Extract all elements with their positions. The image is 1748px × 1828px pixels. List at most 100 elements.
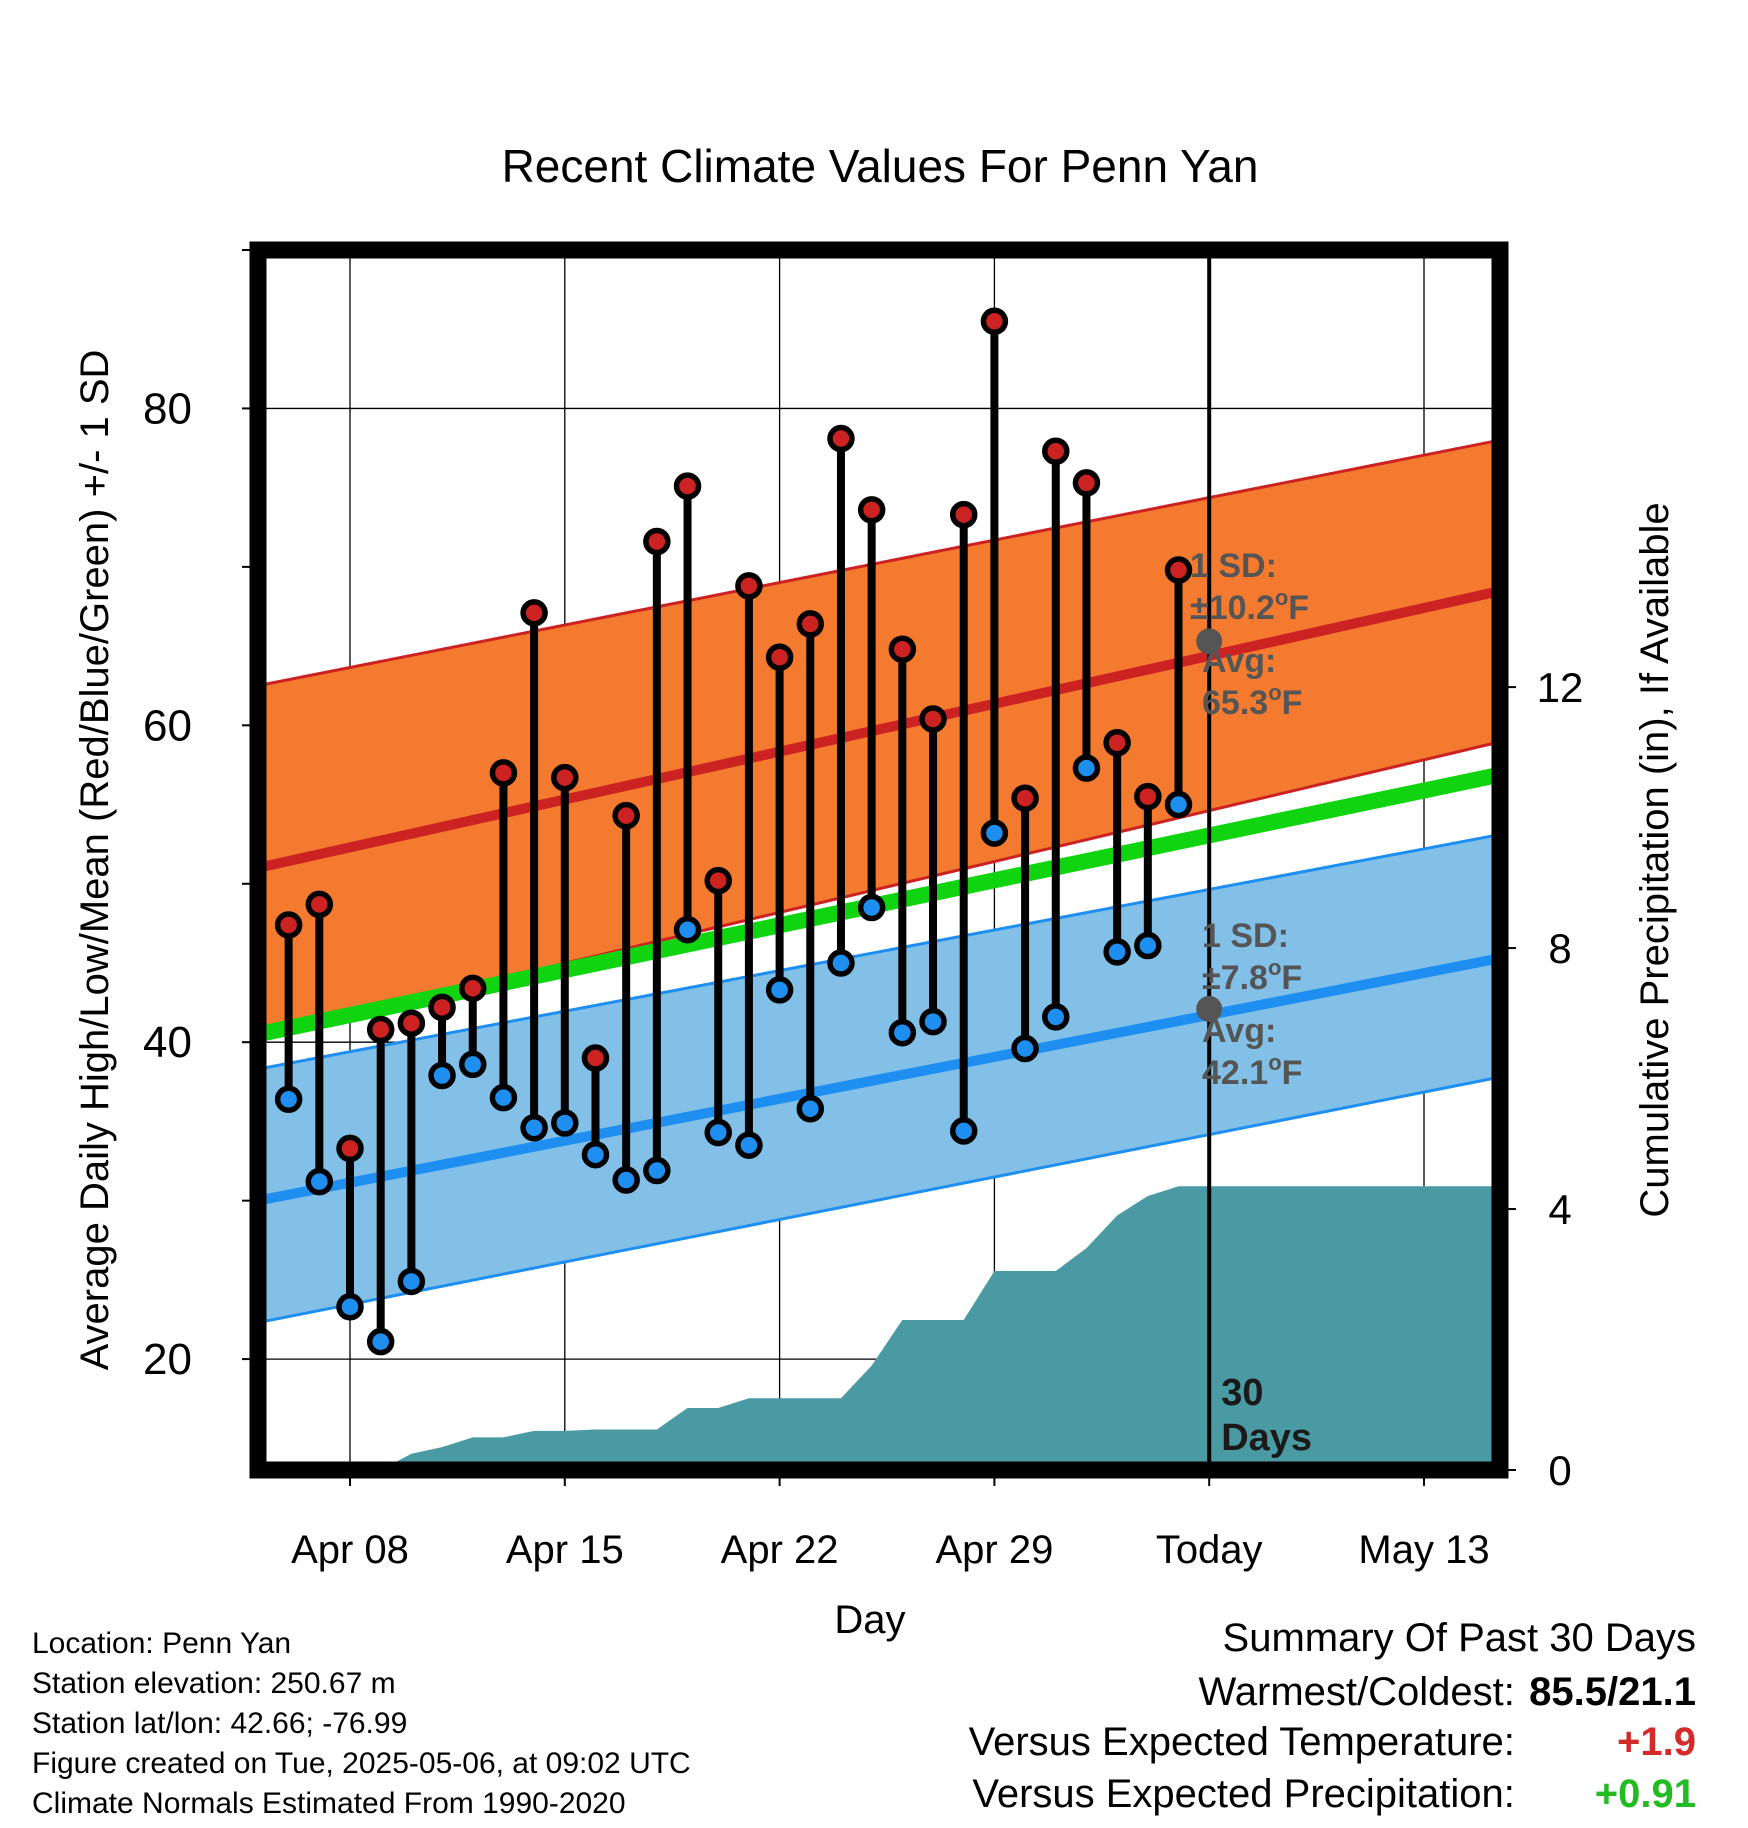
avg-mean-line	[258, 766, 1500, 1043]
high-point	[949, 500, 978, 529]
plot-border	[249, 241, 1509, 1479]
avg-high-marker	[1196, 628, 1223, 655]
high-sd-value: ±10.2oF	[1190, 585, 1309, 627]
y2-tick-label: 8	[1548, 925, 1571, 972]
low-point	[274, 1085, 303, 1113]
low-sd-band-upper-edge	[258, 832, 1500, 1071]
high-point	[1103, 729, 1131, 757]
y2-axis-label: Cumulative Precipitation (in), If Availa…	[1633, 502, 1677, 1217]
high-point	[551, 763, 579, 792]
day-bar	[796, 610, 825, 1123]
x-tick-label: Apr 22	[721, 1528, 839, 1572]
low-point	[919, 1007, 947, 1036]
day-bar	[274, 911, 303, 1113]
low-point	[458, 1050, 487, 1079]
low-point	[1164, 790, 1193, 819]
low-point	[551, 1109, 579, 1137]
low-point	[520, 1114, 548, 1142]
x-tick-label: May 13	[1358, 1528, 1489, 1572]
day-bar	[458, 974, 487, 1079]
low-point	[428, 1061, 456, 1090]
high-point	[428, 993, 456, 1022]
high-sd-band-upper-edge	[258, 438, 1500, 688]
day-bar	[765, 643, 794, 1004]
plot-frame	[249, 241, 1509, 1479]
avg-low-marker	[1196, 995, 1223, 1022]
high-point	[919, 705, 947, 733]
low-point	[397, 1267, 426, 1296]
day-bar	[489, 759, 518, 1112]
low-point	[336, 1293, 364, 1321]
high-point	[1164, 556, 1193, 584]
high-point	[1011, 784, 1039, 812]
high-point	[765, 643, 794, 671]
x-tick-label: Today	[1156, 1528, 1263, 1572]
precip-label: Versus Expected Precipitation:	[972, 1772, 1515, 1816]
high-point	[673, 472, 702, 500]
low-point	[1042, 1003, 1070, 1031]
high-point	[581, 1044, 610, 1072]
day-bar	[949, 500, 978, 1145]
high-point	[857, 496, 886, 524]
temp-label: Versus Expected Temperature:	[968, 1720, 1515, 1764]
high-sd-title: 1 SD:	[1190, 547, 1277, 585]
day-bar	[735, 572, 763, 1159]
low-point	[581, 1140, 610, 1169]
day-bar	[704, 866, 732, 1147]
high-point	[612, 801, 640, 830]
low-point	[1134, 931, 1162, 960]
high-point	[888, 635, 917, 664]
x-tick-label: Apr 15	[506, 1528, 624, 1572]
day-bar	[397, 1009, 426, 1296]
low-point	[980, 819, 1009, 847]
high-point	[827, 424, 855, 453]
day-bar	[428, 993, 456, 1090]
day-bar	[520, 599, 548, 1142]
daily-range-bars	[274, 307, 1193, 1356]
day-bar	[919, 705, 947, 1036]
y-tick-label: 80	[143, 384, 192, 433]
axes: 20 40 60 80 0 4 8 12 Apr 08 Apr 15 Apr 22 Apr 29 Tod…	[143, 249, 1584, 1572]
day-bar	[857, 496, 886, 922]
latlon-text: Station lat/lon: 42.66; -76.99	[32, 1707, 408, 1740]
high-point	[796, 610, 825, 638]
day-bar	[336, 1134, 364, 1321]
day-bar	[1042, 437, 1070, 1031]
high-point	[980, 307, 1009, 336]
precip-value: +0.91	[1594, 1772, 1696, 1816]
day-bar	[1164, 556, 1193, 819]
summary-warm-cold: Warmest/Coldest: 85.5/21.1	[1199, 1670, 1697, 1715]
y2-tick-label: 12	[1537, 664, 1584, 711]
low-point	[612, 1166, 640, 1194]
low-sd-band-lower-edge	[258, 1075, 1500, 1325]
day-bar	[305, 890, 334, 1196]
y-axis-label: Average Daily High/Low/Mean (Red/Blue/Gr…	[73, 350, 117, 1371]
high-point	[1134, 782, 1162, 811]
summary-precip: Versus Expected Precipitation: +0.91	[972, 1772, 1696, 1817]
low-point	[888, 1018, 917, 1047]
low-point	[704, 1118, 732, 1147]
high-point	[305, 890, 334, 919]
day-bar	[1134, 782, 1162, 960]
high-point	[458, 974, 487, 1003]
x-tick-label: Apr 08	[291, 1528, 409, 1572]
summary-title: Summary Of Past 30 Days	[1222, 1616, 1696, 1660]
day-bar	[1072, 469, 1101, 782]
low-avg-title: Avg:	[1202, 1012, 1276, 1050]
low-point	[735, 1131, 763, 1159]
high-point	[1072, 469, 1101, 497]
summary-temp: Versus Expected Temperature: +1.9	[969, 1720, 1696, 1765]
day-bar	[366, 1015, 395, 1356]
location-text: Location: Penn Yan	[32, 1627, 292, 1660]
today-days-label: Days	[1221, 1417, 1312, 1459]
warm-cold-value: 85.5/21.1	[1529, 1670, 1696, 1714]
day-bar	[1011, 784, 1039, 1063]
x-tick-label: Apr 29	[935, 1528, 1053, 1572]
low-point	[305, 1167, 334, 1196]
low-point	[673, 915, 702, 944]
day-bar	[1103, 729, 1131, 966]
high-point	[274, 911, 303, 939]
high-point	[1042, 437, 1070, 465]
precip-area	[380, 1186, 1500, 1470]
